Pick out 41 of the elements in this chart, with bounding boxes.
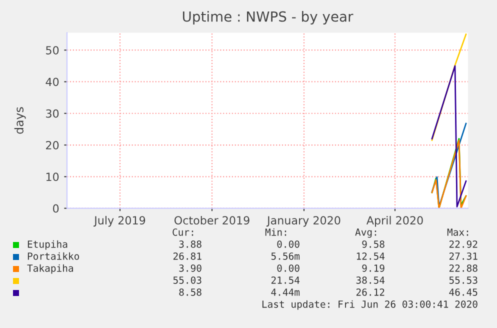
y-tick-label: 30	[46, 109, 59, 118]
y-tick-label: 40	[46, 78, 59, 86]
y-tick-label: 0	[53, 204, 59, 213]
text: 12.54	[356, 252, 385, 260]
legend-label: Takapiha	[27, 264, 73, 274]
text: 8.58	[179, 288, 202, 296]
y-tick-label: 10	[46, 172, 59, 182]
text: 0.00	[277, 240, 300, 248]
text: 55.03	[173, 276, 202, 284]
text: 3.88	[179, 240, 202, 248]
text: 9.58	[362, 240, 384, 248]
text: 26.12	[356, 288, 384, 296]
chart-title: Uptime : NWPS - by year	[182, 11, 354, 24]
x-tick-label: January 2020	[266, 216, 340, 227]
text: 21.54	[271, 276, 300, 284]
legend-label: Etupiha	[28, 240, 68, 250]
text: Cur:	[172, 228, 194, 236]
line-series	[431, 65, 467, 208]
y-tick-label: 20	[46, 140, 59, 150]
text: 5.56m	[271, 252, 300, 260]
text: 9.19	[362, 264, 384, 272]
x-tick-label: April 2020	[366, 216, 423, 227]
text: 26.81	[173, 252, 202, 260]
text: Max:	[447, 228, 468, 236]
y-axis-title: days	[14, 107, 26, 134]
text: 55.53	[449, 276, 478, 284]
x-tick-label: July 2019	[94, 216, 146, 227]
text: 0.00	[277, 264, 300, 272]
text: 4.44m	[271, 288, 300, 296]
legend-label: Portaikko	[28, 252, 80, 260]
text: 27.31	[449, 252, 478, 260]
text: 22.92	[449, 240, 478, 248]
text: Min:	[265, 228, 286, 236]
text: 22.88	[449, 264, 478, 272]
text: Avg:	[355, 228, 376, 238]
y-tick-label: 50	[46, 46, 59, 54]
text: Last update: Fri Jun 26 03:00:41 2020	[262, 300, 478, 310]
text: 3.90	[179, 264, 202, 272]
text: 38.54	[356, 276, 385, 284]
text: 46.45	[449, 288, 478, 296]
x-tick-label: October 2019	[174, 216, 250, 225]
